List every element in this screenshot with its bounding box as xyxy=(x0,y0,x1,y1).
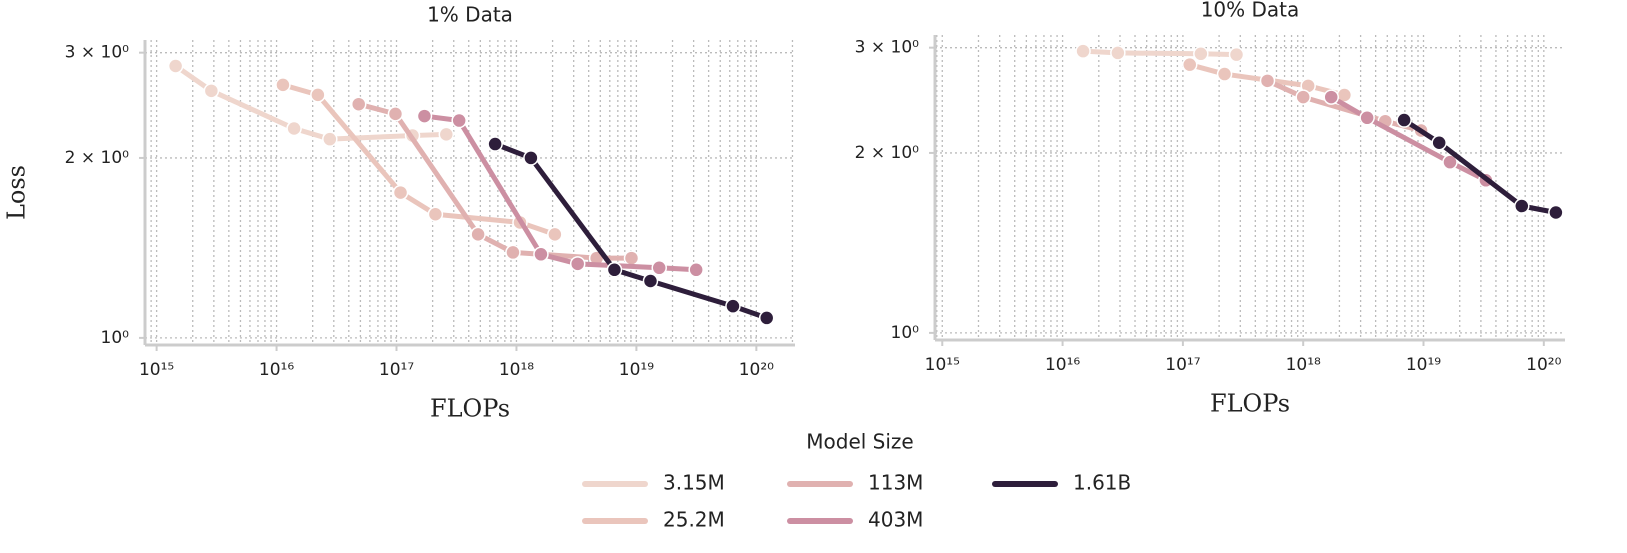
legend-label: 3.15M xyxy=(663,471,725,495)
marker xyxy=(286,120,302,137)
marker xyxy=(688,262,704,278)
marker xyxy=(1442,154,1458,170)
legend-title: Model Size xyxy=(806,430,913,454)
y-tick-label: 10⁰ xyxy=(891,323,920,343)
marker xyxy=(167,58,184,74)
marker xyxy=(1193,46,1209,62)
series-line xyxy=(1328,94,1489,183)
marker xyxy=(1359,110,1375,126)
marker xyxy=(1259,73,1276,89)
y-tick-label: 10⁰ xyxy=(101,328,130,348)
legend-label: 403M xyxy=(868,508,923,532)
marker xyxy=(470,226,486,243)
marker xyxy=(505,244,521,261)
x-tick-label: 10²⁰ xyxy=(1526,355,1561,375)
marker xyxy=(606,262,623,278)
marker xyxy=(623,250,640,266)
marker xyxy=(416,108,433,124)
marker xyxy=(523,150,539,166)
x-tick-label: 10²⁰ xyxy=(739,360,774,380)
marker xyxy=(392,184,409,201)
y-tick-label: 2 × 10⁰ xyxy=(65,148,129,168)
marker xyxy=(438,126,455,143)
series-line xyxy=(1401,117,1559,215)
y-tick-label: 3 × 10⁰ xyxy=(855,38,919,58)
x-tick-label: 10¹⁵ xyxy=(139,360,174,380)
marker xyxy=(758,310,775,326)
x-axis-label: FLOPs xyxy=(430,395,510,423)
marker xyxy=(1396,112,1412,128)
legend-label: 25.2M xyxy=(663,508,725,532)
marker xyxy=(1514,198,1530,214)
marker xyxy=(651,260,667,276)
marker xyxy=(1323,89,1339,105)
marker xyxy=(1548,204,1564,221)
marker xyxy=(533,246,549,263)
x-tick-label: 10¹⁷ xyxy=(379,360,414,380)
x-tick-label: 10¹⁹ xyxy=(619,360,654,380)
marker xyxy=(203,83,220,99)
marker xyxy=(1216,66,1233,82)
x-tick-label: 10¹⁸ xyxy=(1286,355,1321,375)
marker xyxy=(275,77,291,93)
x-axis-label: FLOPs xyxy=(1210,390,1290,418)
marker xyxy=(569,256,586,272)
marker xyxy=(1181,56,1198,73)
marker xyxy=(487,136,503,152)
y-tick-label: 3 × 10⁰ xyxy=(65,43,129,63)
marker xyxy=(1431,135,1447,151)
y-tick-label: 2 × 10⁰ xyxy=(855,143,919,163)
series-line xyxy=(421,113,699,273)
x-tick-label: 10¹⁹ xyxy=(1406,355,1441,375)
legend-label: 113M xyxy=(868,471,923,495)
marker xyxy=(725,298,741,314)
series-line xyxy=(1080,48,1240,58)
marker xyxy=(322,131,338,147)
x-tick-label: 10¹⁷ xyxy=(1165,355,1200,375)
marker xyxy=(350,96,367,112)
x-tick-label: 10¹⁶ xyxy=(1045,355,1080,375)
marker xyxy=(1295,89,1311,105)
marker xyxy=(1110,45,1126,61)
legend-label: 1.61B xyxy=(1073,471,1131,495)
marker xyxy=(427,206,444,223)
marker xyxy=(1075,43,1091,59)
marker xyxy=(451,112,467,129)
marker xyxy=(1228,46,1245,63)
x-tick-label: 10¹⁵ xyxy=(925,355,960,375)
marker xyxy=(547,226,563,243)
marker xyxy=(642,273,659,289)
marker xyxy=(310,87,326,103)
chart-title: 10% Data xyxy=(1201,0,1300,22)
marker xyxy=(387,106,404,122)
y-axis-label: Loss xyxy=(3,165,31,220)
chart-title: 1% Data xyxy=(427,3,513,27)
x-tick-label: 10¹⁸ xyxy=(499,360,534,380)
x-tick-label: 10¹⁶ xyxy=(259,360,294,380)
